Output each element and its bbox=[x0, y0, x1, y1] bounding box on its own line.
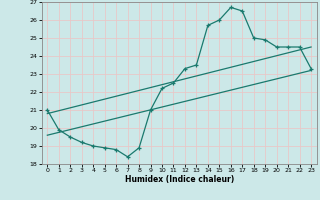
X-axis label: Humidex (Indice chaleur): Humidex (Indice chaleur) bbox=[124, 175, 234, 184]
